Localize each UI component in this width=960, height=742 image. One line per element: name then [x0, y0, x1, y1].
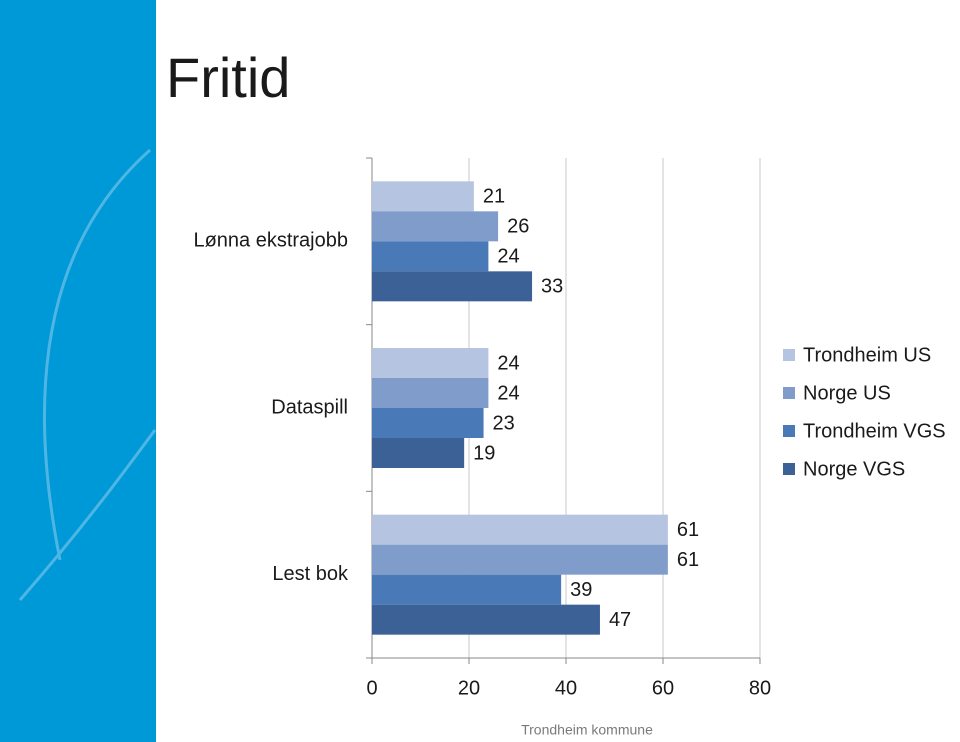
data-label: 24 [497, 352, 519, 374]
legend-swatch [783, 425, 795, 437]
y-tick-label: Dataspill [271, 396, 348, 418]
x-tick-label: 20 [458, 677, 480, 699]
bar [372, 438, 465, 468]
bar [372, 544, 668, 575]
data-label: 47 [609, 609, 631, 631]
data-label: 21 [483, 186, 505, 208]
legend-label: Norge VGS [803, 458, 905, 480]
x-tick-label: 80 [749, 677, 771, 699]
data-label: 23 [493, 412, 515, 434]
legend-label: Trondheim VGS [803, 420, 946, 442]
y-tick-label: Lest bok [272, 563, 349, 585]
x-tick-label: 40 [555, 677, 577, 699]
data-label: 24 [497, 382, 519, 404]
bar [372, 348, 489, 378]
data-label: 19 [473, 442, 495, 464]
data-label: 33 [541, 276, 563, 298]
bar [372, 574, 562, 605]
sidebar [0, 0, 156, 742]
sidebar-decoration [18, 148, 157, 601]
bar [372, 241, 489, 272]
data-label: 26 [507, 216, 529, 238]
data-label: 61 [677, 519, 699, 541]
data-label: 24 [497, 246, 519, 268]
data-label: 61 [677, 549, 699, 571]
legend-label: Trondheim US [803, 344, 931, 366]
x-tick-label: 0 [366, 677, 377, 699]
footer: Trondheim kommune [521, 722, 653, 738]
bar [372, 211, 499, 242]
x-tick-label: 60 [652, 677, 674, 699]
legend-swatch [783, 349, 795, 361]
y-tick-label: Lønna ekstrajobb [193, 230, 348, 252]
data-label: 39 [570, 579, 592, 601]
bar [372, 181, 474, 212]
slide-title: Fritid [166, 46, 290, 109]
legend-swatch [783, 463, 795, 475]
legend-swatch [783, 387, 795, 399]
bar [372, 271, 533, 302]
bar [372, 514, 668, 545]
legend-label: Norge US [803, 382, 891, 404]
bar [372, 378, 489, 408]
bar [372, 604, 600, 635]
bar [372, 408, 484, 438]
